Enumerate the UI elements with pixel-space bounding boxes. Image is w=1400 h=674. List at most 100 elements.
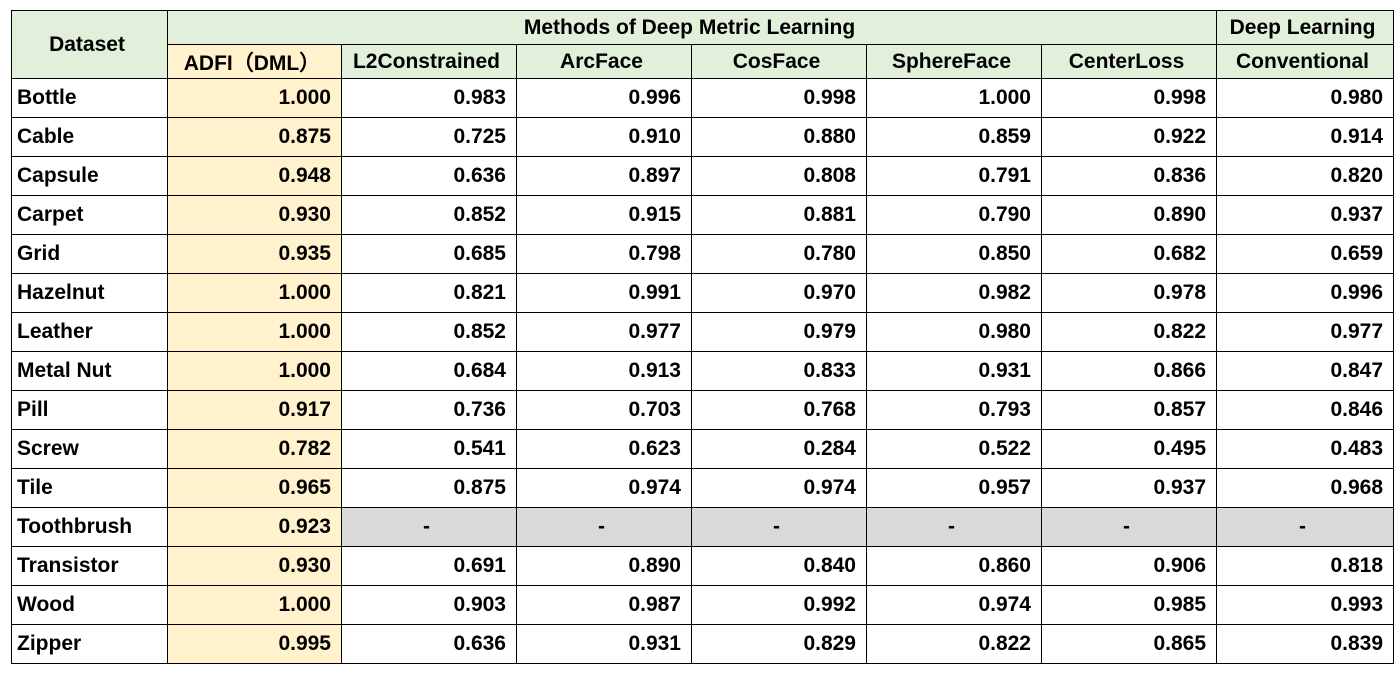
dataset-name-cell: Hazelnut xyxy=(11,273,168,313)
column-header-cosface: CosFace xyxy=(691,44,867,79)
dataset-name-cell: Screw xyxy=(11,429,168,469)
score-cell: 1.000 xyxy=(167,312,342,352)
dataset-header: Dataset xyxy=(11,10,168,79)
score-cell: - xyxy=(341,507,517,547)
score-cell: 0.736 xyxy=(341,390,517,430)
dataset-name-cell: Transistor xyxy=(11,546,168,586)
dataset-name-cell: Pill xyxy=(11,390,168,430)
score-cell: - xyxy=(866,507,1042,547)
score-cell: 0.682 xyxy=(1040,234,1218,274)
score-cell: 0.978 xyxy=(1040,273,1218,313)
score-cell: 0.897 xyxy=(516,156,692,196)
dataset-name-cell: Grid xyxy=(11,234,168,274)
score-cell: 0.998 xyxy=(1040,78,1218,118)
score-cell: 0.820 xyxy=(1216,156,1395,196)
table-row: Metal Nut 1.000 0.684 0.913 0.833 0.931 0.866 0… xyxy=(11,351,1395,391)
score-cell: 0.833 xyxy=(691,351,867,391)
table-row: Screw 0.782 0.541 0.623 0.284 0.522 0.495 0.483 xyxy=(11,429,1395,469)
score-cell: 0.703 xyxy=(516,390,692,430)
score-cell: 0.684 xyxy=(341,351,517,391)
score-cell: 0.685 xyxy=(341,234,517,274)
dataset-name-cell: Zipper xyxy=(11,624,168,664)
score-cell: 0.768 xyxy=(691,390,867,430)
score-cell: 0.798 xyxy=(516,234,692,274)
score-cell: 0.974 xyxy=(691,468,867,508)
table-row: Hazelnut 1.000 0.821 0.991 0.970 0.982 0.978 0.… xyxy=(11,273,1395,313)
score-cell: 0.636 xyxy=(341,156,517,196)
table-row: Grid 0.935 0.685 0.798 0.780 0.850 0.682 0.659 xyxy=(11,234,1395,274)
score-cell: 0.495 xyxy=(1040,429,1218,469)
score-cell: 0.836 xyxy=(1040,156,1218,196)
dataset-name-cell: Toothbrush xyxy=(11,507,168,547)
score-cell: 0.818 xyxy=(1216,546,1395,586)
score-cell: 0.968 xyxy=(1216,468,1395,508)
score-cell: 0.865 xyxy=(1040,624,1218,664)
score-cell: 0.857 xyxy=(1040,390,1218,430)
score-cell: 0.985 xyxy=(1040,585,1218,625)
score-cell: 0.970 xyxy=(691,273,867,313)
score-cell: 0.659 xyxy=(1216,234,1395,274)
score-cell: 0.890 xyxy=(516,546,692,586)
score-cell: 0.822 xyxy=(1040,312,1218,352)
dataset-name-cell: Metal Nut xyxy=(11,351,168,391)
score-cell: 1.000 xyxy=(167,273,342,313)
score-cell: 0.930 xyxy=(167,195,342,235)
score-cell: 0.850 xyxy=(866,234,1042,274)
score-cell: 0.623 xyxy=(516,429,692,469)
score-cell: - xyxy=(691,507,867,547)
score-cell: 0.890 xyxy=(1040,195,1218,235)
table-row: Bottle 1.000 0.983 0.996 0.998 1.000 0.998 0.98… xyxy=(11,78,1395,118)
column-header-conventional: Conventional xyxy=(1216,44,1395,79)
score-cell: 0.977 xyxy=(1216,312,1395,352)
score-cell: 0.906 xyxy=(1040,546,1218,586)
score-cell: 0.860 xyxy=(866,546,1042,586)
score-cell: 0.875 xyxy=(167,117,342,157)
score-cell: 0.840 xyxy=(691,546,867,586)
table-row: Carpet 0.930 0.852 0.915 0.881 0.790 0.890 0.93… xyxy=(11,195,1395,235)
table-row: Pill 0.917 0.736 0.703 0.768 0.793 0.857 0.846 xyxy=(11,390,1395,430)
score-cell: 0.875 xyxy=(341,468,517,508)
score-cell: - xyxy=(1216,507,1395,547)
score-cell: 0.931 xyxy=(866,351,1042,391)
score-cell: 0.931 xyxy=(516,624,692,664)
score-cell: 0.541 xyxy=(341,429,517,469)
score-cell: 0.852 xyxy=(341,195,517,235)
score-cell: 1.000 xyxy=(167,351,342,391)
score-cell: 0.979 xyxy=(691,312,867,352)
column-header-arcface: ArcFace xyxy=(516,44,692,79)
dataset-name-cell: Leather xyxy=(11,312,168,352)
table-row: Capsule 0.948 0.636 0.897 0.808 0.791 0.836 0.8… xyxy=(11,156,1395,196)
score-cell: 0.980 xyxy=(866,312,1042,352)
score-cell: 0.866 xyxy=(1040,351,1218,391)
table-row: Zipper 0.995 0.636 0.931 0.829 0.822 0.865 0.83… xyxy=(11,624,1395,664)
table-body: Bottle 1.000 0.983 0.996 0.998 1.000 0.998 0.98… xyxy=(11,78,1395,664)
dataset-name-cell: Cable xyxy=(11,117,168,157)
score-cell: 0.522 xyxy=(866,429,1042,469)
header-row-methods: ADFI（DML） L2Constrained ArcFace CosFace … xyxy=(12,44,1395,79)
score-cell: 0.903 xyxy=(341,585,517,625)
score-cell: 0.923 xyxy=(167,507,342,547)
score-cell: 0.914 xyxy=(1216,117,1395,157)
table-row: Cable 0.875 0.725 0.910 0.880 0.859 0.922 0.914 xyxy=(11,117,1395,157)
score-cell: 0.636 xyxy=(341,624,517,664)
score-cell: - xyxy=(1040,507,1218,547)
score-cell: 0.937 xyxy=(1216,195,1395,235)
dl-group-header: Deep Learning xyxy=(1216,10,1395,45)
dataset-name-cell: Capsule xyxy=(11,156,168,196)
score-cell: 0.821 xyxy=(341,273,517,313)
score-cell: 0.846 xyxy=(1216,390,1395,430)
score-cell: 0.782 xyxy=(167,429,342,469)
dml-group-header: Methods of Deep Metric Learning xyxy=(166,10,1218,45)
score-cell: 0.995 xyxy=(167,624,342,664)
score-cell: 0.991 xyxy=(516,273,692,313)
table-row: Leather 1.000 0.852 0.977 0.979 0.980 0.822 0.9… xyxy=(11,312,1395,352)
score-cell: 0.808 xyxy=(691,156,867,196)
score-cell: 0.930 xyxy=(167,546,342,586)
score-cell: 0.483 xyxy=(1216,429,1395,469)
score-cell: 0.790 xyxy=(866,195,1042,235)
dataset-name-cell: Tile xyxy=(11,468,168,508)
score-cell: 0.829 xyxy=(691,624,867,664)
score-cell: 0.987 xyxy=(516,585,692,625)
score-cell: 1.000 xyxy=(167,585,342,625)
score-cell: 0.913 xyxy=(516,351,692,391)
